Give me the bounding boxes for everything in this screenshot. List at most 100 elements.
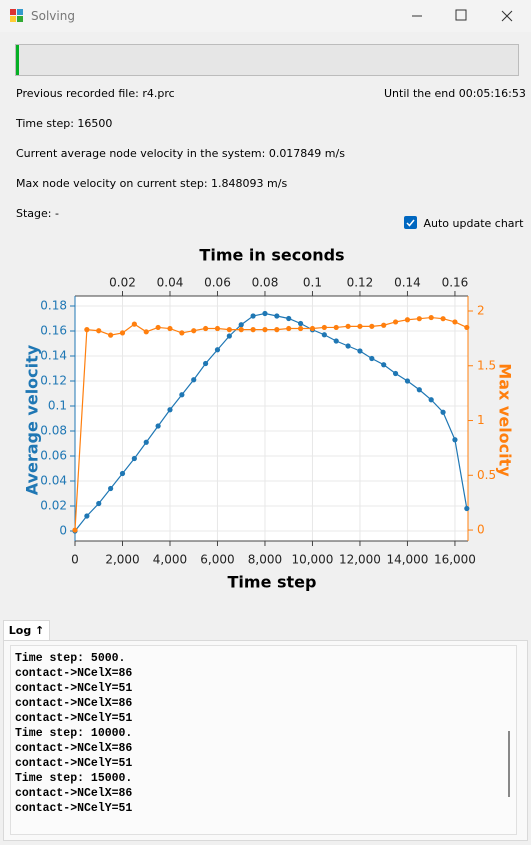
point <box>309 325 316 332</box>
point <box>214 347 221 353</box>
point <box>369 323 375 329</box>
point <box>416 316 422 322</box>
y-tick-label: 0.06 <box>40 449 67 463</box>
point <box>131 321 137 327</box>
stage: Stage: - <box>16 207 59 220</box>
point <box>357 348 363 354</box>
point <box>333 338 339 344</box>
x2-tick-label: 0.08 <box>252 276 279 290</box>
series-line <box>74 316 468 531</box>
point <box>274 327 280 333</box>
point <box>108 485 114 492</box>
window-controls[interactable] <box>400 0 531 32</box>
point <box>84 327 90 333</box>
checkbox-label[interactable]: Auto update chart <box>423 217 524 230</box>
scrollbar-thumb[interactable] <box>508 731 510 797</box>
point <box>203 325 209 332</box>
y-tick-label: 0.1 <box>48 399 67 413</box>
point <box>191 377 197 383</box>
point <box>345 323 351 329</box>
until-end: Until the end 00:05:16:53 <box>384 87 526 100</box>
x-tick-label: 14,000 <box>386 553 428 567</box>
log-line: Time step: 5000. <box>15 652 126 665</box>
point <box>416 387 422 393</box>
log-line: contact->NCelX=86 <box>15 787 133 800</box>
point <box>238 322 244 328</box>
auto-update-checkbox[interactable]: Auto update chart <box>404 216 523 230</box>
log-panel: Time step: 5000. contact->NCelX=86 contact… <box>3 640 528 841</box>
x2-tick-label: 0.14 <box>394 276 421 290</box>
x-tick-label: 0 <box>71 553 79 567</box>
point <box>179 392 185 398</box>
point <box>143 329 149 335</box>
x2-axis-label: Time in seconds <box>199 246 344 265</box>
point <box>96 328 102 334</box>
point <box>191 328 197 334</box>
point <box>274 313 280 319</box>
point <box>179 330 185 336</box>
x-tick-label: 16,000 <box>434 553 476 567</box>
x-tick-label: 10,000 <box>291 553 333 567</box>
point <box>369 355 375 362</box>
point <box>404 317 411 323</box>
window-title: Solving <box>31 9 75 23</box>
point <box>381 322 387 328</box>
log-line: contact->NCelX=86 <box>15 742 133 755</box>
max-velocity: Max node velocity on current step: 1.848… <box>16 177 288 190</box>
point <box>321 332 327 338</box>
point <box>96 500 102 507</box>
point <box>262 310 268 317</box>
point <box>428 314 434 321</box>
y-tick-label: 0.08 <box>40 424 67 438</box>
log-line: contact->NCelX=86 <box>15 667 133 680</box>
point <box>392 370 399 377</box>
point <box>119 330 126 336</box>
point <box>84 513 90 519</box>
y-axis-label: Average velocity <box>23 344 42 495</box>
y-tick-label: 0.12 <box>40 374 67 388</box>
point <box>119 470 126 477</box>
y2-tick-label: 1 <box>477 413 485 427</box>
y-tick-label: 0.18 <box>40 299 67 313</box>
y-tick-label: 0.14 <box>40 349 67 363</box>
checkbox[interactable] <box>404 216 417 229</box>
point <box>297 320 304 327</box>
previous-file: Previous recorded file: r4.prc <box>16 87 175 100</box>
point <box>214 325 221 332</box>
log-tab[interactable]: Log ↑ <box>3 620 50 641</box>
x2-tick-label: 0.1 <box>303 276 322 290</box>
log-line: Time step: 10000. <box>15 727 133 740</box>
y2-tick-label: 1.5 <box>477 358 496 372</box>
y-tick-label: 0 <box>59 524 67 538</box>
x-tick-label: 8,000 <box>248 553 282 567</box>
point <box>286 315 292 322</box>
point <box>226 333 232 339</box>
progress-bar <box>15 44 519 76</box>
x2-tick-label: 0.04 <box>157 276 184 290</box>
point <box>155 423 161 429</box>
point <box>333 324 339 331</box>
point <box>167 407 173 413</box>
point <box>286 325 292 332</box>
point <box>203 360 209 367</box>
point <box>250 313 256 319</box>
point <box>428 397 434 403</box>
x2-tick-label: 0.16 <box>442 276 469 290</box>
point <box>452 319 458 325</box>
point <box>143 439 149 445</box>
log-line: contact->NCelY=51 <box>15 682 133 695</box>
log-line: contact->NCelY=51 <box>15 802 133 815</box>
x-tick-label: 2,000 <box>105 553 139 567</box>
y2-tick-label: 0.5 <box>477 468 496 482</box>
log-line: contact->NCelY=51 <box>15 712 133 725</box>
point <box>226 327 232 333</box>
y2-axis-label: Max velocity <box>496 363 515 477</box>
point <box>381 362 387 368</box>
point <box>404 378 411 384</box>
x2-tick-label: 0.02 <box>109 276 136 290</box>
point <box>167 325 173 332</box>
time-step: Time step: 16500 <box>16 117 113 130</box>
point <box>155 324 161 331</box>
point <box>392 319 399 325</box>
